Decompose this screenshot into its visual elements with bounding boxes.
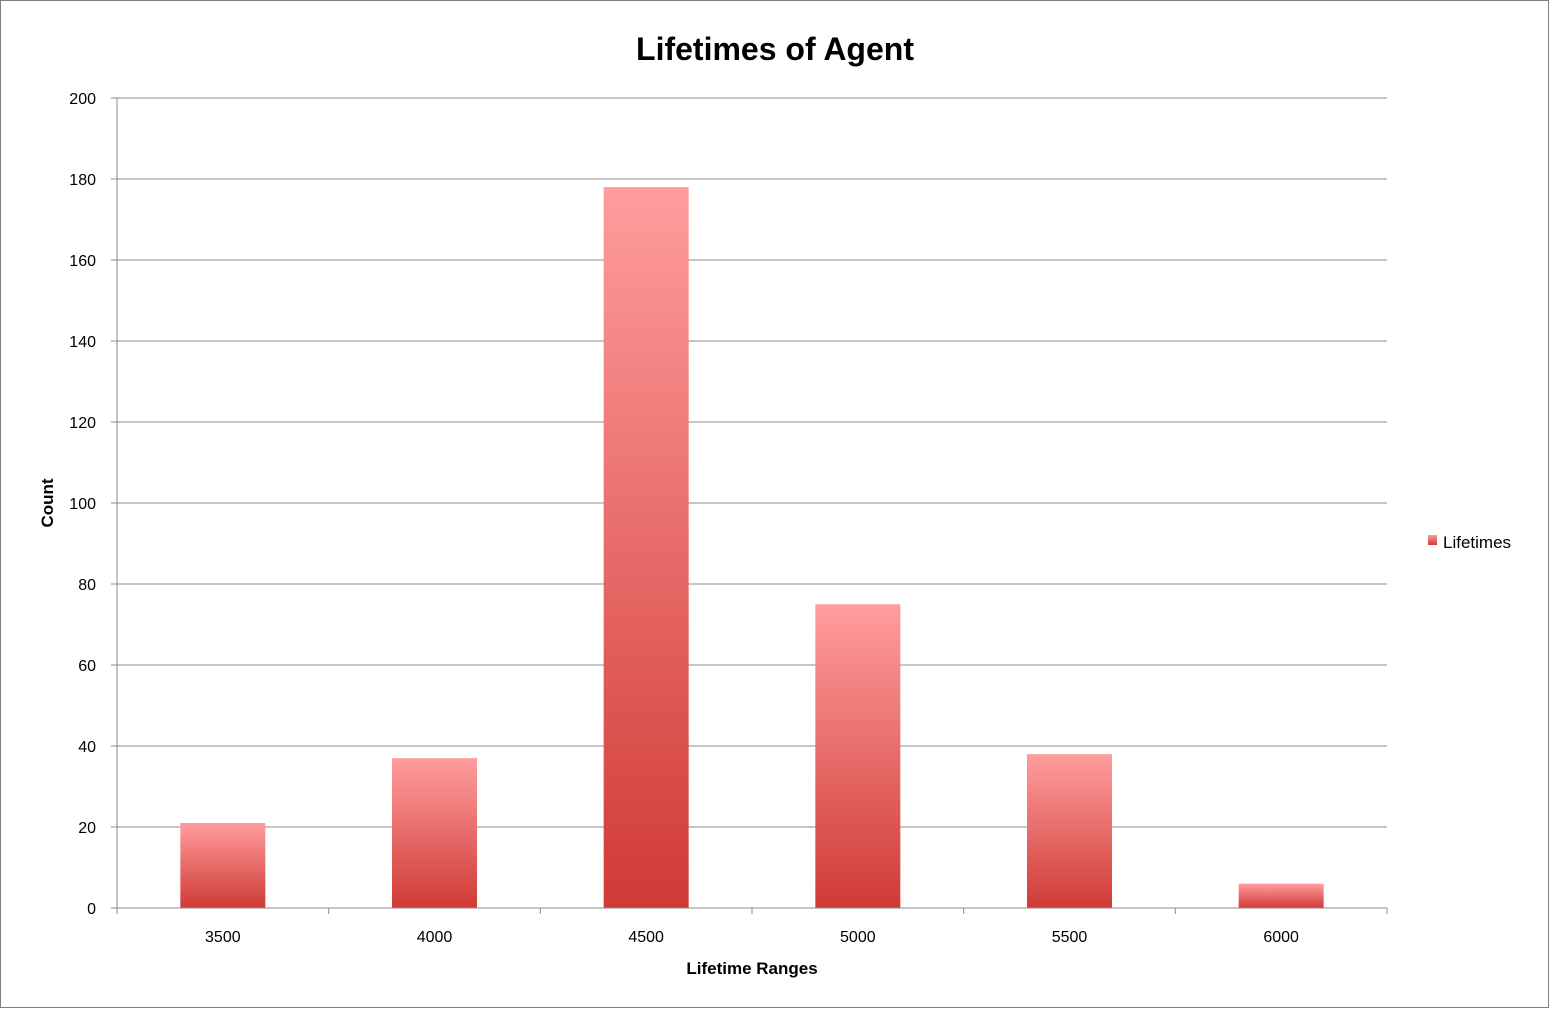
- x-tick-label: 4000: [417, 929, 453, 946]
- bar-4500: [603, 187, 689, 909]
- x-tick-label: 3500: [205, 929, 241, 946]
- x-tick-label: 5000: [840, 929, 876, 946]
- bar-6000: [1238, 883, 1324, 908]
- y-tick-label: 120: [69, 415, 96, 432]
- y-tick-label: 140: [69, 334, 96, 351]
- bars: [180, 187, 1324, 909]
- x-tick-label: 6000: [1263, 929, 1299, 946]
- x-axis-title: Lifetime Ranges: [686, 959, 817, 978]
- y-tick-label: 200: [69, 91, 96, 108]
- axes: [116, 98, 1388, 914]
- y-tick-label: 20: [78, 820, 96, 837]
- y-tick-labels: 0 20 40 60 80 100 120 140 160 180 200: [69, 91, 96, 918]
- y-tick-label: 0: [87, 901, 96, 918]
- gridlines: [111, 97, 1387, 909]
- x-tick-labels: 3500 4000 4500 5000 5500 6000: [205, 929, 1299, 946]
- y-axis-title: Count: [38, 478, 57, 527]
- y-tick-label: 100: [69, 496, 96, 513]
- y-tick-label: 180: [69, 172, 96, 189]
- chart-title: Lifetimes of Agent: [636, 31, 914, 67]
- x-tick-label: 5500: [1052, 929, 1088, 946]
- bar-4000: [392, 758, 477, 908]
- bar-5500: [1027, 754, 1112, 908]
- bar-5000: [815, 604, 901, 908]
- legend-swatch: [1428, 535, 1437, 545]
- y-tick-label: 60: [78, 658, 96, 675]
- y-tick-label: 40: [78, 739, 96, 756]
- legend: Lifetimes: [1428, 533, 1511, 552]
- x-tick-label: 4500: [628, 929, 664, 946]
- bar-3500: [180, 822, 266, 908]
- legend-label: Lifetimes: [1443, 533, 1511, 552]
- y-tick-label: 160: [69, 253, 96, 270]
- y-tick-label: 80: [78, 577, 96, 594]
